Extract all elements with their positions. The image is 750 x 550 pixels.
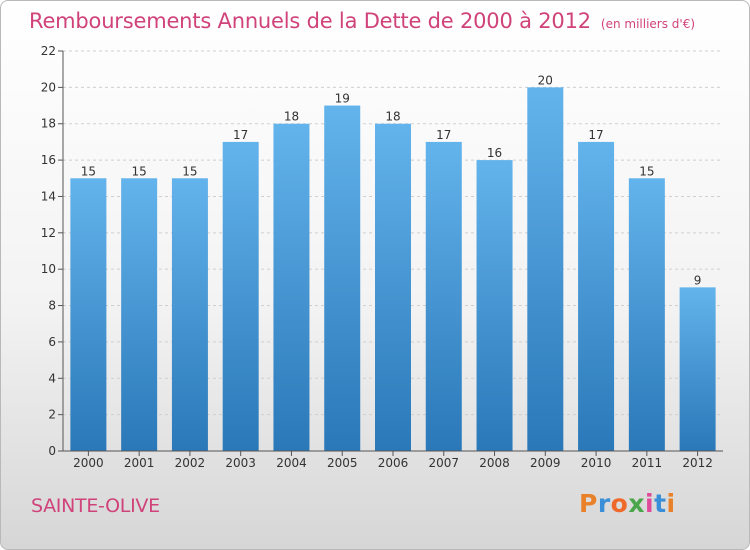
bar [527, 87, 564, 451]
x-tick-label: 2010 [581, 456, 612, 470]
x-tick-label: 2007 [428, 456, 459, 470]
x-tick-label: 2006 [378, 456, 409, 470]
y-tick-label: 6 [48, 335, 56, 349]
y-tick-label: 14 [41, 189, 56, 203]
bar-value-label: 18 [385, 110, 400, 124]
y-tick-label: 22 [41, 44, 56, 58]
labels: 0 2 4 6 8 10 12 14 16 18 20 22 15 2000 15 2001 15 2002 17 2… [41, 44, 713, 470]
bar-value-label: 17 [436, 128, 451, 142]
y-tick-label: 18 [41, 117, 56, 131]
y-tick-label: 0 [48, 444, 56, 458]
x-tick-label: 2009 [530, 456, 561, 470]
bar-value-label: 15 [81, 164, 96, 178]
bars [70, 87, 716, 452]
logo-letter: i [666, 489, 676, 518]
bar [171, 178, 208, 452]
x-tick-label: 2004 [276, 456, 307, 470]
bar [628, 178, 665, 452]
logo-letter: P [579, 489, 598, 518]
x-tick-label: 2003 [225, 456, 256, 470]
bar [679, 287, 716, 451]
x-tick-label: 2008 [479, 456, 510, 470]
x-tick-label: 2011 [632, 456, 663, 470]
bar-value-label: 18 [284, 110, 299, 124]
x-tick-label: 2002 [175, 456, 206, 470]
axes [58, 50, 723, 456]
bar-value-label: 16 [487, 146, 502, 160]
bar [324, 105, 361, 451]
logo-letter: r [597, 489, 611, 518]
bar [121, 178, 158, 452]
bar-value-label: 15 [182, 164, 197, 178]
y-tick-label: 2 [48, 408, 56, 422]
bar-value-label: 19 [335, 92, 350, 106]
bar [578, 141, 615, 451]
bar [273, 123, 310, 452]
y-tick-label: 12 [41, 226, 56, 240]
bar [222, 141, 259, 451]
y-tick-label: 10 [41, 262, 56, 276]
x-tick-label: 2012 [682, 456, 713, 470]
bar [70, 178, 107, 452]
y-tick-label: 8 [48, 299, 56, 313]
bar-value-label: 9 [694, 273, 702, 287]
bar [375, 123, 411, 452]
bar-value-label: 15 [639, 164, 654, 178]
bar-value-label: 17 [233, 128, 248, 142]
bar [476, 160, 513, 451]
bar-value-label: 20 [538, 73, 553, 87]
logo-letter: x [628, 489, 645, 518]
bar-value-label: 15 [132, 164, 147, 178]
y-tick-label: 16 [41, 153, 56, 167]
x-tick-label: 2005 [327, 456, 358, 470]
x-tick-label: 2000 [73, 456, 104, 470]
logo-letter: i [645, 489, 655, 518]
logo-letter: o [610, 489, 629, 518]
x-tick-label: 2001 [124, 456, 155, 470]
bar-value-label: 17 [588, 128, 603, 142]
title-row: Remboursements Annuels de la Dette de 20… [29, 9, 695, 33]
chart-unit: (en milliers d'€) [600, 17, 696, 31]
y-tick-label: 20 [41, 80, 56, 94]
y-tick-label: 4 [48, 371, 56, 385]
chart-title: Remboursements Annuels de la Dette de 20… [29, 9, 591, 33]
bar [425, 141, 462, 451]
logo-letter: t [654, 489, 667, 518]
town-name: SAINTE-OLIVE [31, 495, 160, 517]
proxiti-logo[interactable]: Proxiti [579, 489, 676, 518]
